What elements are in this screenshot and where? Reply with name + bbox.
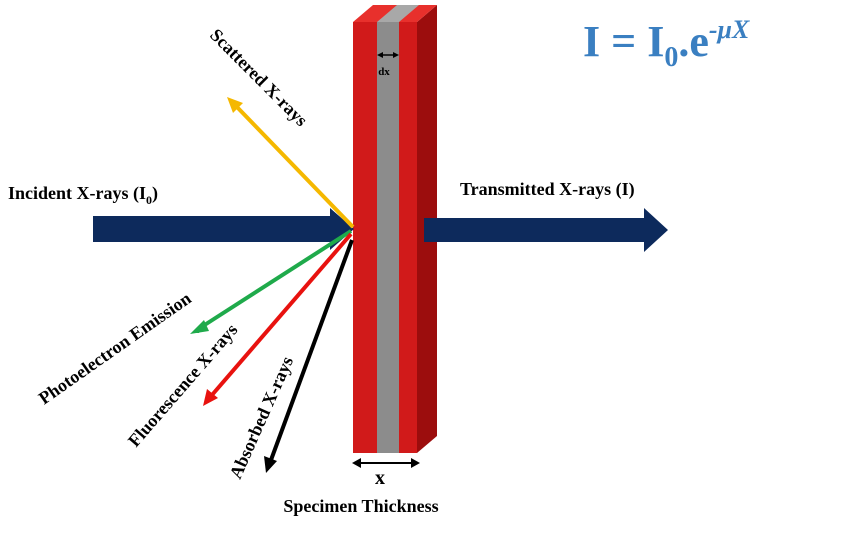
thin-layer-top bbox=[377, 5, 419, 22]
absorbed-arrow bbox=[264, 239, 354, 473]
specimen-thickness-label: Specimen Thickness bbox=[283, 496, 438, 516]
incident-label: Incident X-rays (I0) bbox=[8, 183, 158, 207]
specimen-slab bbox=[353, 5, 437, 453]
thickness-marker: x bbox=[352, 458, 420, 489]
incident-beam-arrow bbox=[93, 208, 354, 250]
transmitted-beam-arrow bbox=[424, 208, 668, 252]
dx-marker: dx bbox=[377, 52, 399, 78]
fluorescence-arrow bbox=[203, 232, 353, 406]
dx-label: dx bbox=[378, 66, 390, 78]
photoelectron-arrow bbox=[190, 229, 353, 334]
attenuation-formula: I = I0.e-μX bbox=[583, 15, 750, 73]
transmitted-label: Transmitted X-rays (I) bbox=[460, 179, 635, 200]
thickness-symbol: x bbox=[375, 467, 385, 489]
thin-layer-dx bbox=[377, 22, 399, 453]
scattered-arrow bbox=[227, 97, 355, 229]
scattered-label: Scattered X-rays bbox=[206, 25, 311, 130]
